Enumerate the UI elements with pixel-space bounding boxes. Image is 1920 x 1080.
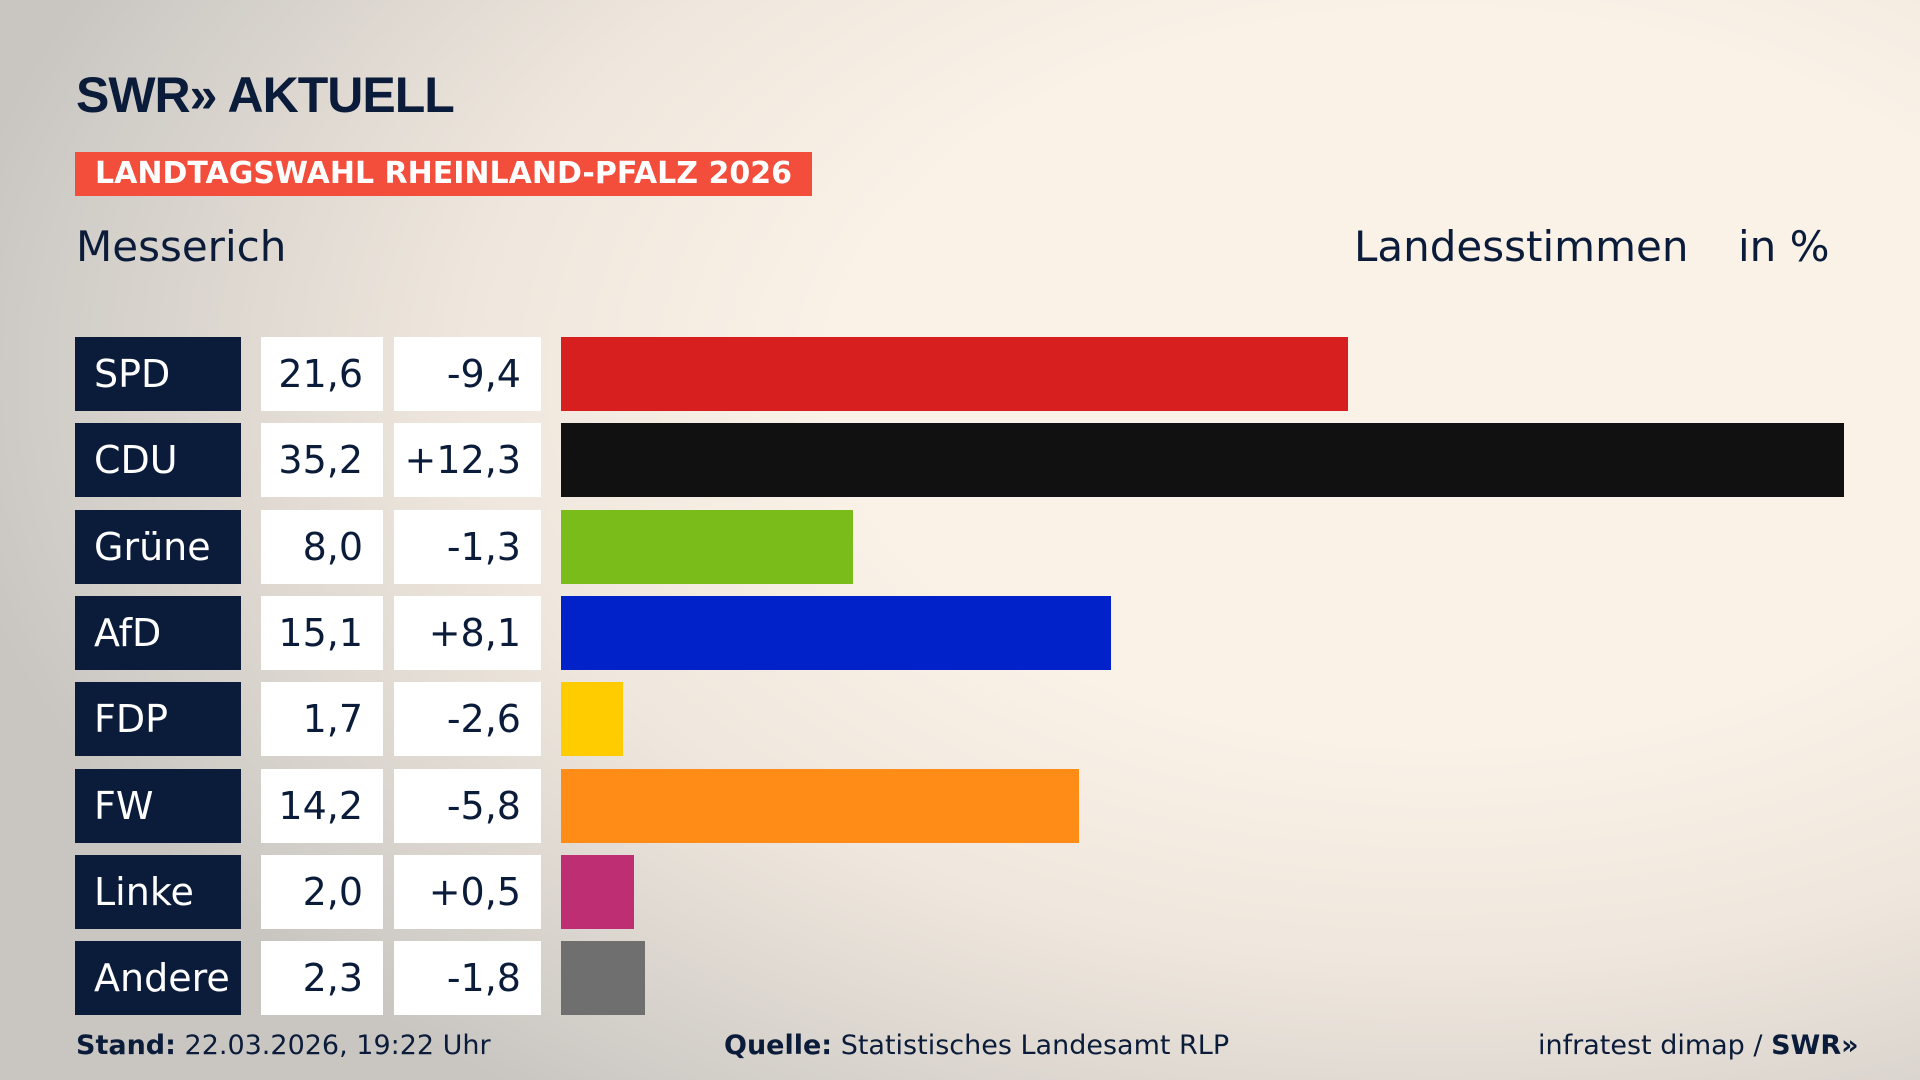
stand-info: Stand: 22.03.2026, 19:22 Uhr [76, 1030, 491, 1061]
diff-label: +12,3 [394, 423, 541, 498]
value-label: 15,1 [261, 595, 383, 670]
party-label: AfD [75, 595, 241, 670]
value-label: 2,0 [261, 854, 383, 929]
swr-aktuell-logo: SWR» AKTUELL [76, 67, 455, 123]
party-label: FW [75, 768, 241, 843]
bar [561, 682, 623, 757]
party-label: Andere [75, 941, 241, 1016]
diff-label: -5,8 [394, 768, 541, 843]
source-label: Quelle: [724, 1030, 833, 1061]
bar [561, 854, 634, 929]
party-label: CDU [75, 423, 241, 498]
party-label: FDP [75, 682, 241, 757]
diff-label: +0,5 [394, 854, 541, 929]
diff-label: -1,3 [394, 509, 541, 584]
source-value: Statistisches Landesamt RLP [840, 1030, 1230, 1061]
value-label: 14,2 [261, 768, 383, 843]
value-label: 2,3 [261, 941, 383, 1016]
chart-row: SPD 21,6 -9,4 [0, 337, 1920, 411]
value-label: 1,7 [261, 682, 383, 757]
diff-label: -9,4 [394, 337, 541, 411]
bar [561, 941, 645, 1016]
vote-type-label: Landesstimmen [1354, 222, 1689, 271]
chart-row: FW 14,2 -5,8 [0, 768, 1920, 843]
bar [561, 423, 1844, 498]
stand-value: 22.03.2026, 19:22 Uhr [184, 1030, 491, 1061]
bar [561, 595, 1112, 670]
stand-label: Stand: [76, 1030, 176, 1061]
credit: infratest dimap / SWR» [1538, 1030, 1859, 1061]
diff-label: -1,8 [394, 941, 541, 1016]
party-label: Grüne [75, 509, 241, 584]
credit-text: infratest dimap / [1538, 1030, 1772, 1061]
value-label: 35,2 [261, 423, 383, 498]
swr-logo: SWR» [1771, 1030, 1859, 1061]
place-title: Messerich [76, 222, 287, 271]
unit-label: in % [1738, 222, 1830, 271]
chart-row: FDP 1,7 -2,6 [0, 682, 1920, 757]
chart-row: AfD 15,1 +8,1 [0, 595, 1920, 670]
bar [561, 337, 1349, 411]
bar [561, 768, 1079, 843]
source-info: Quelle: Statistisches Landesamt RLP [724, 1030, 1229, 1061]
diff-label: -2,6 [394, 682, 541, 757]
chart-row: Andere 2,3 -1,8 [0, 941, 1920, 1016]
chart-row: CDU 35,2 +12,3 [0, 423, 1920, 498]
diff-label: +8,1 [394, 595, 541, 670]
chart-row: Linke 2,0 +0,5 [0, 854, 1920, 929]
value-label: 21,6 [261, 337, 383, 411]
value-label: 8,0 [261, 509, 383, 584]
election-banner: LANDTAGSWAHL RHEINLAND-PFALZ 2026 [75, 152, 812, 196]
bar [561, 509, 853, 584]
party-label: Linke [75, 854, 241, 929]
chart-row: Grüne 8,0 -1,3 [0, 509, 1920, 584]
party-label: SPD [75, 337, 241, 411]
